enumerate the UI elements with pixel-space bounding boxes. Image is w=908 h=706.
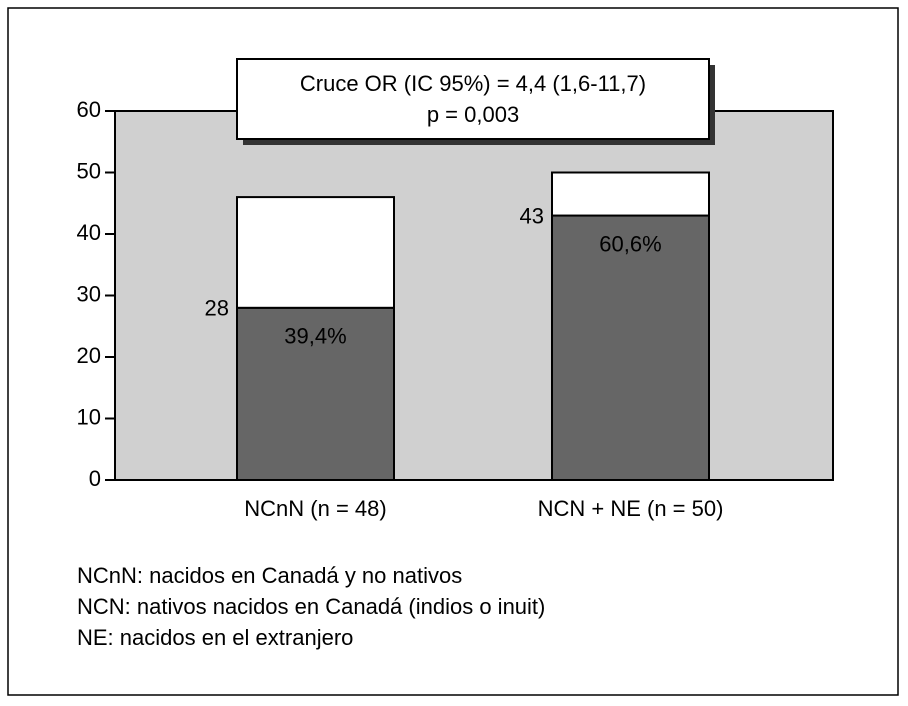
- x-tick-label: NCnN (n = 48): [244, 496, 386, 521]
- y-tick-label: 60: [77, 97, 101, 122]
- bar-segment: [551, 171, 710, 217]
- x-tick-label: NCN + NE (n = 50): [538, 496, 724, 521]
- annotation-text: Cruce OR (IC 95%) = 4,4 (1,6-11,7): [300, 71, 646, 96]
- bar-segment: [551, 214, 710, 482]
- percent-label: 39,4%: [284, 324, 346, 349]
- y-tick-label: 40: [77, 220, 101, 245]
- y-tick-label: 50: [77, 158, 101, 183]
- note: NCnN: nacidos en Canadá y no nativos: [77, 563, 462, 588]
- value-label: 28: [205, 296, 229, 321]
- bar-segment: [236, 306, 395, 481]
- annotation-text: p = 0,003: [427, 102, 519, 127]
- note: NE: nacidos en el extranjero: [77, 625, 353, 650]
- y-tick-label: 20: [77, 343, 101, 368]
- y-tick-label: 0: [89, 466, 101, 491]
- annotation-box: [236, 58, 710, 140]
- plot-area: [114, 110, 834, 481]
- value-label: 43: [520, 203, 544, 228]
- bar-segment: [236, 196, 395, 309]
- note: NCN: nativos nacidos en Canadá (indios o…: [77, 594, 545, 619]
- y-tick-label: 30: [77, 281, 101, 306]
- y-tick-label: 10: [77, 404, 101, 429]
- percent-label: 60,6%: [599, 231, 661, 256]
